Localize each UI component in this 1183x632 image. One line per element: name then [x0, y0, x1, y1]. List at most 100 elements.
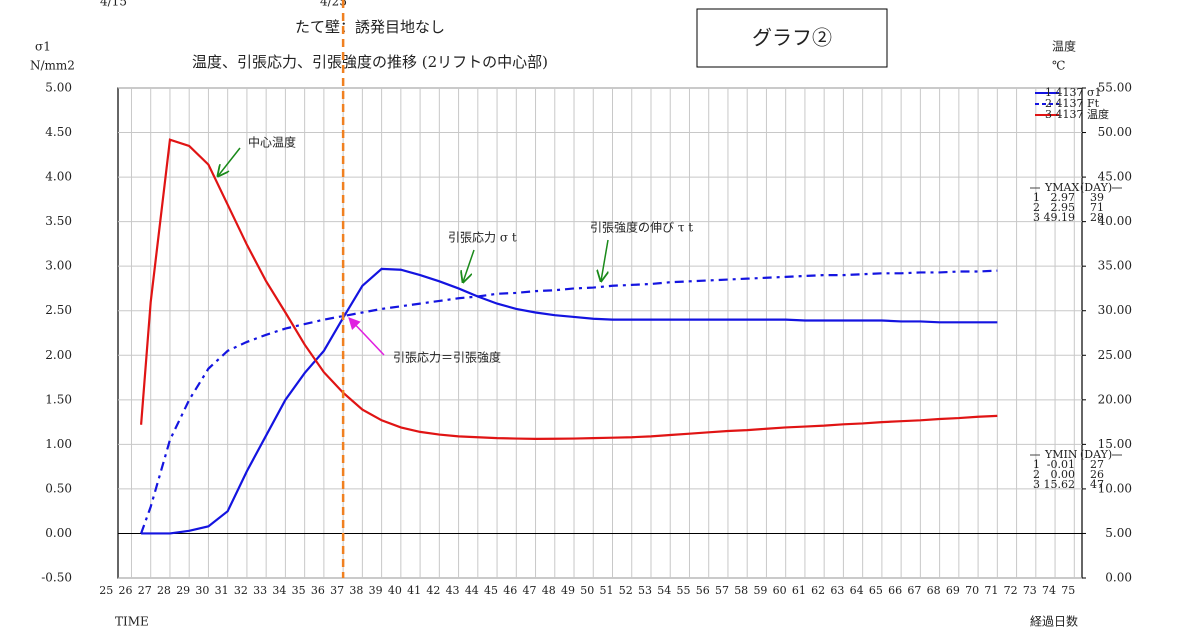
chart-subtitle: 温度、引張応力、引張強度の推移 (2リフトの中心部) [192, 53, 548, 71]
label-box [696, 8, 888, 68]
x-tick-label: 65 [869, 584, 883, 597]
x-tick-label: 72 [1004, 584, 1018, 597]
x-tick-label: 70 [965, 584, 979, 597]
table-cell: 2 [1033, 201, 1040, 214]
x-tick-label: 26 [118, 584, 132, 597]
y-tick-label: 2.50 [45, 303, 72, 317]
table-cell: 39 [1090, 191, 1104, 204]
y2-tick-label: 5.00 [1105, 526, 1132, 540]
x-tick-label: 39 [369, 584, 383, 597]
x-tick-label: 42 [426, 584, 440, 597]
table-cell: 27 [1090, 458, 1104, 471]
x-tick-label: 68 [927, 584, 941, 597]
y2-tick-label: 50.00 [1098, 125, 1132, 139]
y2-tick-label: 30.00 [1098, 303, 1132, 317]
x-tick-label: 71 [984, 584, 998, 597]
y2-tick-label: 55.00 [1098, 81, 1132, 95]
series-line [141, 267, 998, 535]
annotation: 引張応力 σ t [448, 231, 517, 245]
y2-tick-label: 15.00 [1098, 437, 1132, 451]
table-cell: 0.00 [1051, 468, 1076, 481]
x-tick-label: 43 [446, 584, 460, 597]
y2-tick-label: 20.00 [1098, 392, 1132, 406]
x-tick-label: 32 [234, 584, 248, 597]
table-cell: 2.97 [1051, 191, 1076, 204]
x-tick-label: 54 [657, 584, 671, 597]
x-tick-label: 50 [580, 584, 594, 597]
table-cell: 3 [1033, 478, 1040, 491]
annotation-arrow [348, 317, 385, 356]
annotation-arrow [218, 147, 241, 176]
x-tick-label: 37 [330, 584, 344, 597]
y-tick-label: 5.00 [45, 81, 72, 95]
legend-label: 3 4137 温度 [1045, 107, 1109, 121]
x-tick-label: 41 [407, 584, 421, 597]
table-cell: 15.62 [1044, 478, 1076, 491]
y-tick-label: 3.00 [45, 259, 72, 273]
legend-label: 2 4137 Ft [1045, 97, 1100, 110]
top-label: 4/15 [100, 0, 127, 9]
x-tick-label: 35 [292, 584, 306, 597]
x-tick-label: 30 [195, 584, 209, 597]
x-tick-label: 59 [753, 584, 767, 597]
x-tick-label: 67 [907, 584, 921, 597]
x-tick-label: 63 [830, 584, 844, 597]
top-label: 4/25 [320, 0, 347, 9]
x-tick-label: 47 [523, 584, 537, 597]
x-tick-label: 44 [465, 584, 479, 597]
x-tick-label: 60 [773, 584, 787, 597]
label-box-text: グラフ② [752, 26, 832, 50]
y-tick-label: 1.00 [45, 437, 72, 451]
table-cell: 1 [1033, 191, 1040, 204]
table-header: (DAY) [1080, 448, 1112, 461]
x-tick-label: 27 [138, 584, 152, 597]
x-tick-label: 66 [888, 584, 902, 597]
x-tick-label: 58 [734, 584, 748, 597]
table-cell: 2.95 [1051, 201, 1076, 214]
y-label: σ1 [35, 40, 51, 54]
y-tick-label: 3.50 [45, 214, 72, 228]
y-tick-label: 4.00 [45, 170, 72, 184]
y-tick-label: -0.50 [41, 571, 72, 585]
y-tick-label: 4.50 [45, 125, 72, 139]
table-cell: 3 [1033, 211, 1040, 224]
x-tick-label: 73 [1023, 584, 1037, 597]
y2-tick-label: 10.00 [1098, 481, 1132, 495]
x-tick-label: 49 [561, 584, 575, 597]
y2-label: ℃ [1052, 59, 1065, 73]
y2-tick-label: 0.00 [1105, 571, 1132, 585]
x-tick-label: 55 [676, 584, 690, 597]
x-tick-label: 46 [503, 584, 517, 597]
table-cell: 49.19 [1044, 211, 1076, 224]
x2-label: 経過日数 [1030, 614, 1078, 629]
annotation: 引張応力＝引張強度 [393, 350, 501, 365]
x-tick-label: 31 [215, 584, 229, 597]
table-header: YMIN [1044, 448, 1078, 461]
table-header: (DAY) [1080, 181, 1112, 194]
x-tick-label: 29 [176, 584, 190, 597]
x-tick-label: 33 [253, 584, 267, 597]
series-line [139, 138, 998, 440]
x-tick-label: 28 [157, 584, 171, 597]
x-tick-label: 53 [638, 584, 652, 597]
y2-tick-label: 35.00 [1098, 259, 1132, 273]
y-tick-label: 0.50 [45, 481, 72, 495]
plot-frame [117, 87, 1083, 579]
x-tick-label: 62 [811, 584, 825, 597]
x-tick-label: 75 [1061, 584, 1075, 597]
table-cell: -0.01 [1047, 458, 1075, 471]
annotation: 引張強度の伸び τ t [590, 220, 693, 235]
x-tick-label: 64 [850, 584, 864, 597]
x-tick-label: 36 [311, 584, 325, 597]
x-tick-label: 48 [542, 584, 556, 597]
table-cell: 71 [1090, 201, 1104, 214]
x-label: TIME [115, 615, 149, 629]
y2-tick-label: 25.00 [1098, 348, 1132, 362]
legend-label: 1 4137 σ1 [1045, 86, 1102, 99]
y-tick-label: 1.50 [45, 392, 72, 406]
table-header: YMAX [1044, 181, 1079, 194]
x-tick-label: 52 [619, 584, 633, 597]
y2-label: 温度 [1052, 39, 1076, 54]
table-cell: 2 [1033, 468, 1040, 481]
